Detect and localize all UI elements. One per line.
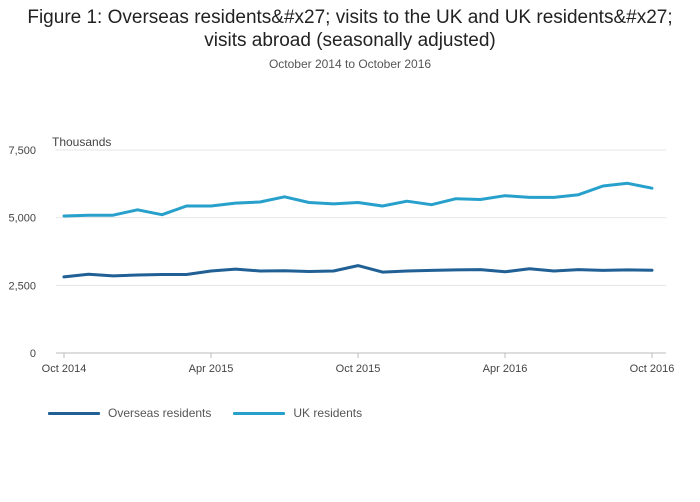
data-point[interactable] [576, 267, 582, 273]
legend-label: Overseas residents [108, 406, 212, 420]
data-point[interactable] [478, 197, 484, 203]
data-point[interactable] [551, 194, 557, 200]
data-point[interactable] [502, 193, 508, 199]
data-point[interactable] [453, 267, 459, 273]
data-point[interactable] [380, 269, 386, 275]
data-point[interactable] [551, 268, 557, 274]
data-point[interactable] [110, 212, 116, 218]
series-line-uk-residents[interactable] [62, 181, 654, 218]
legend-item[interactable]: UK residents [233, 406, 362, 420]
data-point[interactable] [86, 271, 92, 277]
data-point[interactable] [331, 268, 337, 274]
data-point[interactable] [478, 267, 484, 273]
y-tick-label: 0 [30, 348, 36, 360]
data-point[interactable] [61, 274, 67, 280]
data-point[interactable] [576, 192, 582, 198]
data-point[interactable] [184, 203, 190, 209]
x-tick-label: Oct 2016 [630, 363, 675, 375]
y-tick-label: 5,000 [8, 213, 36, 225]
data-point[interactable] [184, 272, 190, 278]
data-point[interactable] [355, 263, 361, 269]
series-lines [61, 180, 655, 280]
legend-swatch [233, 411, 286, 415]
axes: 0 2,500 5,000 7,500 Thousands Oct 2014 Apr 201… [8, 135, 674, 375]
gridlines [56, 149, 666, 354]
y-tick-label: 2,500 [8, 280, 36, 292]
data-point[interactable] [233, 266, 239, 272]
chart-title: Figure 1: Overseas residents&#x27; visit… [27, 7, 673, 51]
x-tick-label: Oct 2014 [42, 363, 87, 375]
data-point[interactable] [86, 212, 92, 218]
data-point[interactable] [135, 272, 141, 278]
y-tick-label: 7,500 [8, 145, 36, 157]
data-point[interactable] [453, 196, 459, 202]
data-point[interactable] [625, 267, 631, 273]
data-point[interactable] [282, 194, 288, 200]
data-point[interactable] [527, 194, 533, 200]
x-tick-label: Apr 2016 [483, 363, 528, 375]
x-tick-label: Oct 2015 [336, 363, 381, 375]
legend-item[interactable]: Overseas residents [48, 406, 211, 420]
data-point[interactable] [282, 268, 288, 274]
data-point[interactable] [355, 200, 361, 206]
data-point[interactable] [649, 267, 655, 273]
data-point[interactable] [257, 199, 263, 205]
data-point[interactable] [208, 203, 214, 209]
data-point[interactable] [380, 203, 386, 209]
data-point[interactable] [331, 201, 337, 207]
x-tick-label: Apr 2015 [189, 363, 234, 375]
data-point[interactable] [429, 202, 435, 208]
legend: Overseas residents UK residents [48, 406, 384, 420]
data-point[interactable] [257, 268, 263, 274]
data-point[interactable] [233, 200, 239, 206]
legend-swatch [48, 411, 100, 415]
series-line-overseas-residents[interactable] [62, 264, 654, 279]
data-point[interactable] [404, 268, 410, 274]
data-point[interactable] [159, 272, 165, 278]
y-axis-label: Thousands [52, 135, 111, 149]
data-point[interactable] [306, 200, 312, 206]
data-point[interactable] [527, 266, 533, 272]
data-point[interactable] [404, 198, 410, 204]
data-point[interactable] [61, 213, 67, 219]
data-point[interactable] [649, 185, 655, 191]
data-point[interactable] [306, 269, 312, 275]
legend-label: UK residents [293, 406, 363, 420]
data-point[interactable] [625, 180, 631, 186]
data-point[interactable] [159, 212, 165, 218]
chart-subtitle: October 2014 to October 2016 [268, 57, 432, 71]
data-point[interactable] [135, 207, 141, 213]
data-point[interactable] [600, 267, 606, 273]
data-point[interactable] [600, 183, 606, 189]
data-point[interactable] [110, 273, 116, 279]
data-point[interactable] [429, 267, 435, 273]
data-point[interactable] [208, 268, 214, 274]
data-point[interactable] [502, 269, 508, 275]
